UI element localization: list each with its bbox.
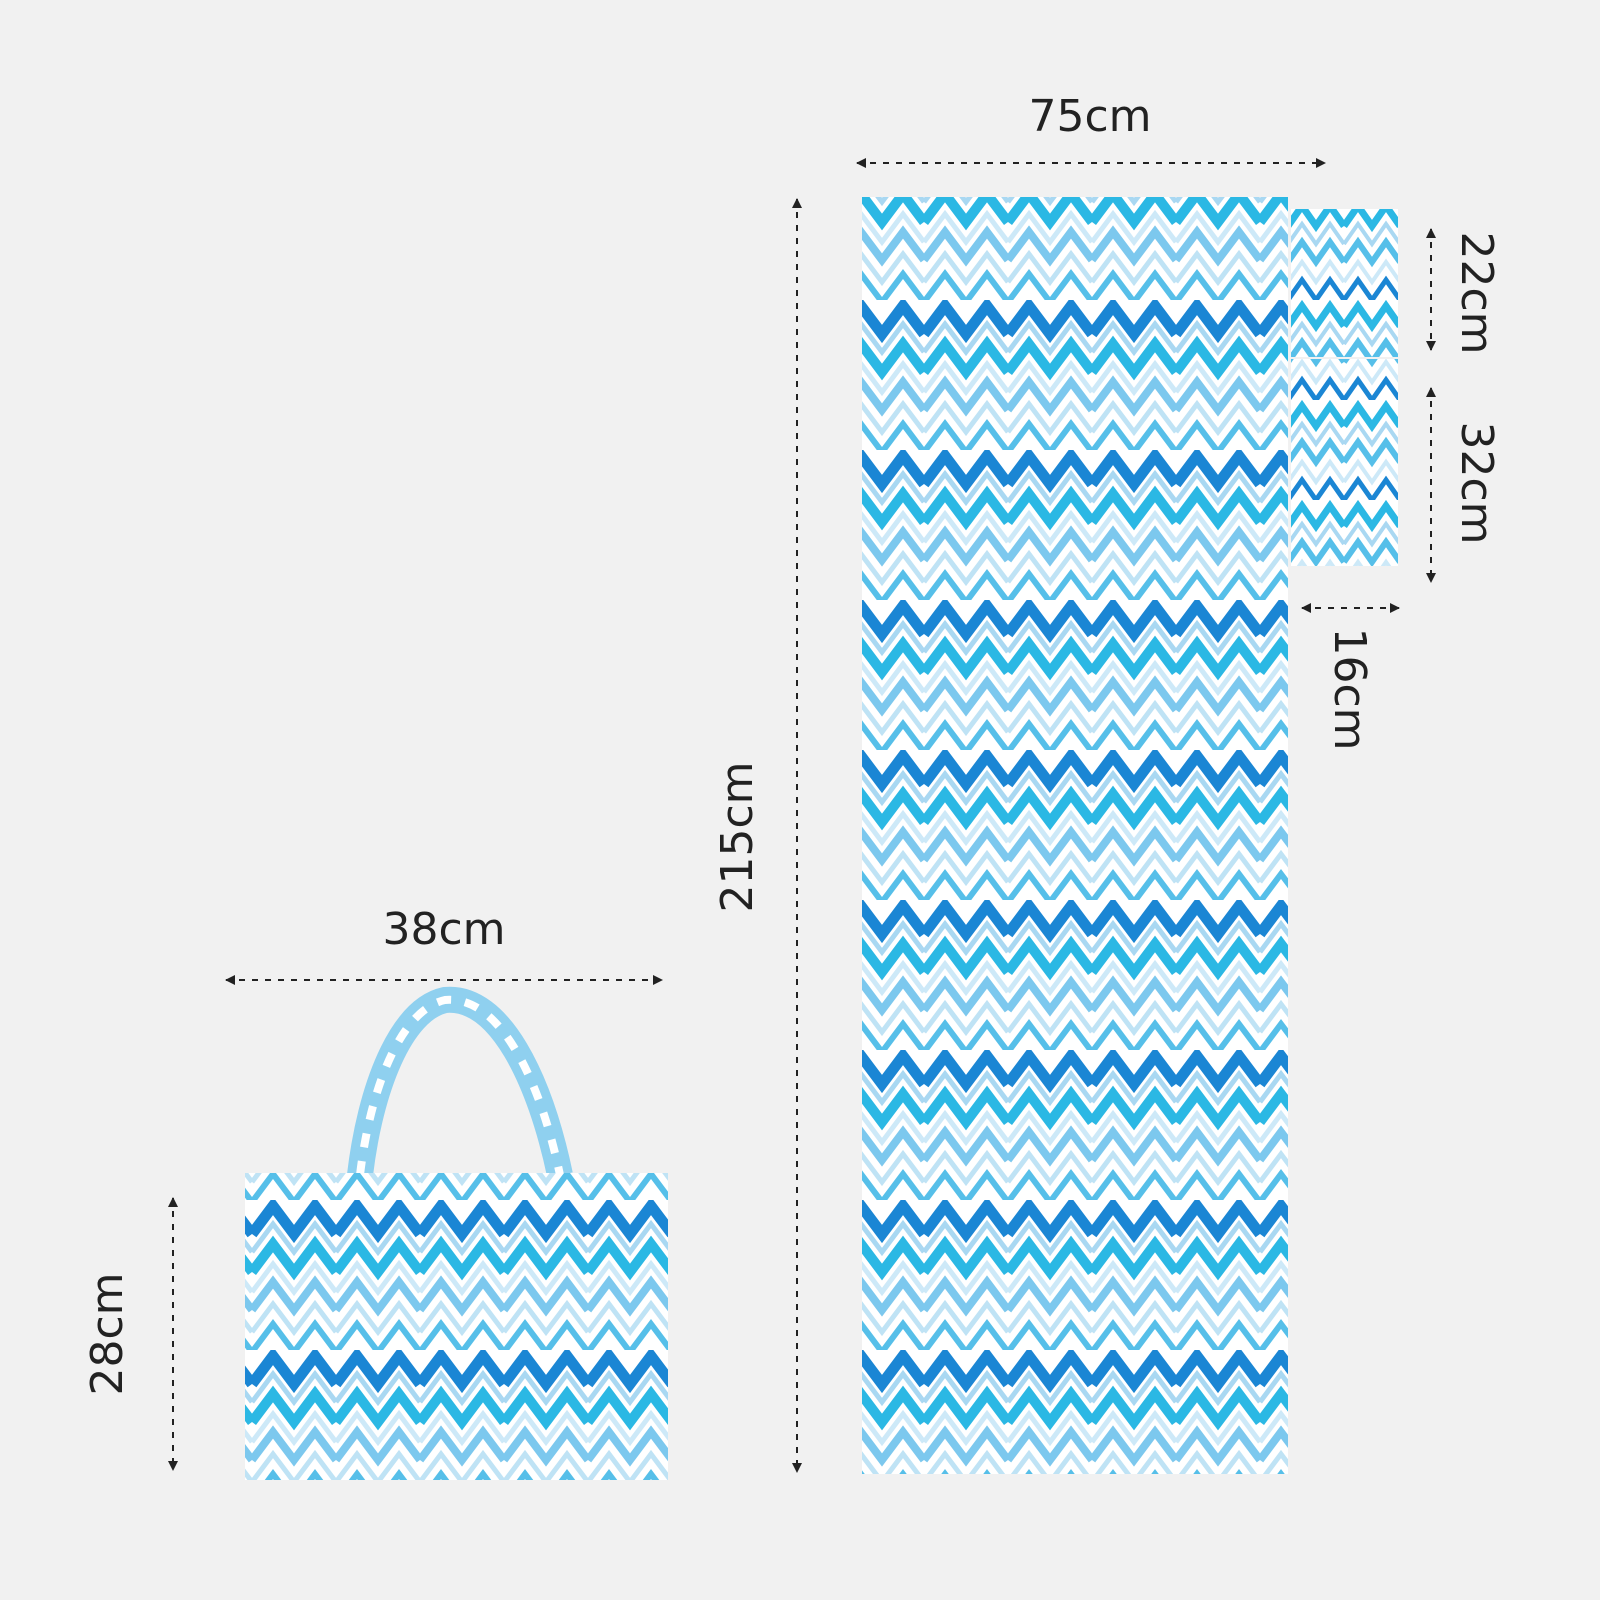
mat-width-label: 75cm <box>1028 91 1151 142</box>
bag-handle-pattern <box>356 995 564 1176</box>
bag-height-label: 28cm <box>82 1272 133 1395</box>
bag-handle <box>347 986 573 1178</box>
bag-width-label: 38cm <box>382 904 505 955</box>
beach-mat <box>862 197 1288 1474</box>
pillow-top <box>1291 209 1398 357</box>
mat-length-label: 215cm <box>712 761 763 912</box>
bag-body <box>245 1173 668 1480</box>
pillow-bottom-height-label: 32cm <box>1451 421 1502 544</box>
pillow-top-height-label: 22cm <box>1451 231 1502 354</box>
pillow-width-label: 16cm <box>1324 627 1375 750</box>
pillow-bottom <box>1291 359 1398 566</box>
